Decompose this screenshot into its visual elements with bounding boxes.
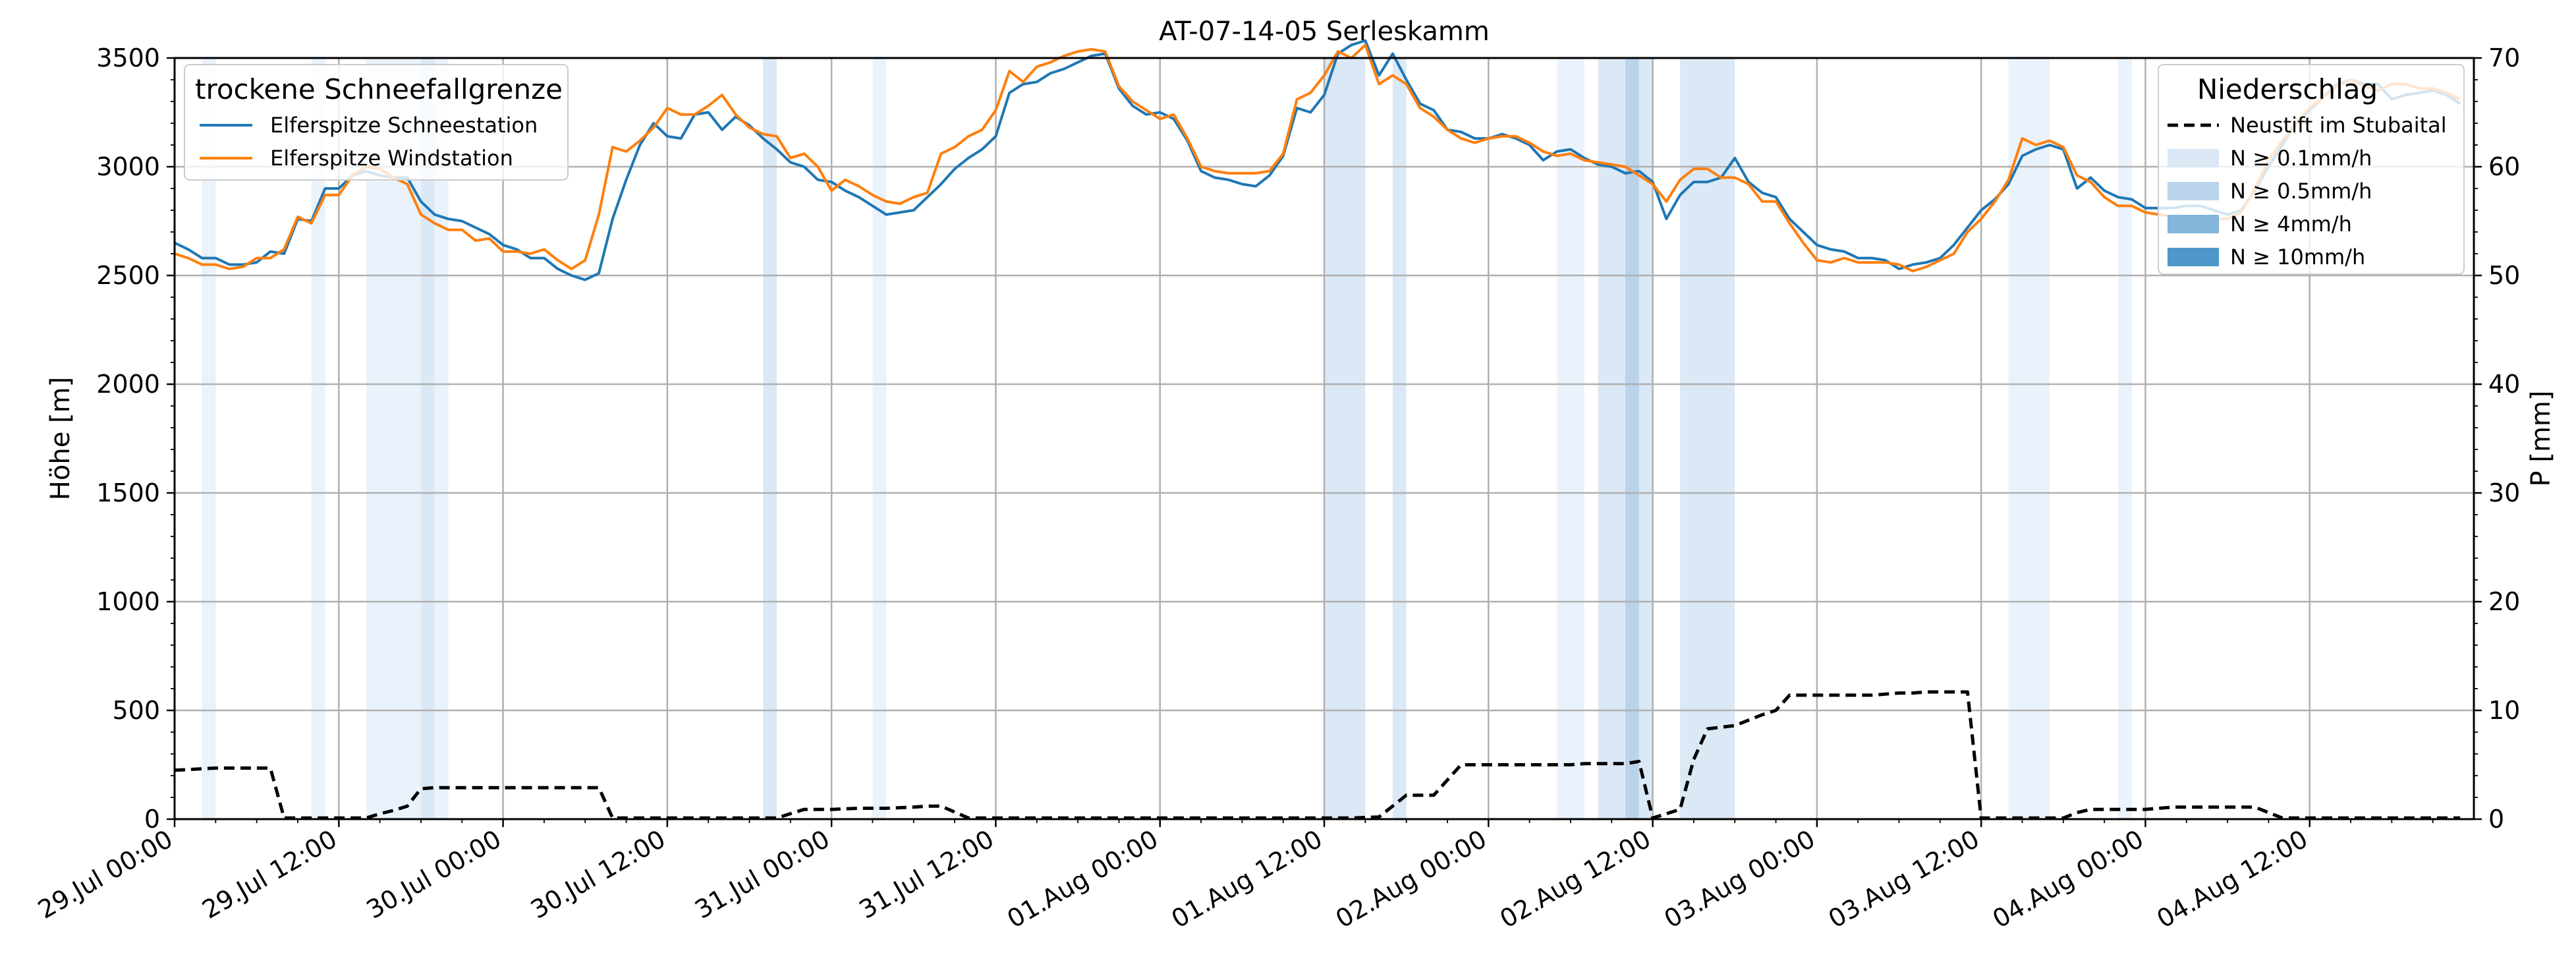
y-tick-label-right-2: 20 [2488,587,2520,616]
precip-band-7 [1324,58,1366,819]
legend-swatch-n01 [2168,149,2219,167]
legend-snowline-title: trockene Schneefallgrenze [195,73,563,105]
y-tick-label-left-3: 1500 [96,478,160,507]
legend-label-n10: N ≥ 10mm/h [2230,244,2365,270]
precip-band-12 [1638,58,1653,819]
y-tick-label-left-5: 2500 [96,261,160,290]
y-tick-label-left-7: 3500 [96,43,160,72]
y-tick-label-left-0: 0 [144,805,160,834]
legend-label-n4: N ≥ 4mm/h [2230,212,2352,237]
y-tick-label-right-4: 40 [2488,370,2520,399]
series-layer [174,39,2461,820]
precip-band-11 [1625,58,1639,819]
precip-band-6 [872,58,887,819]
legend-label-n01: N ≥ 0.1mm/h [2230,146,2372,171]
precip-band-5 [763,58,777,819]
y-tick-label-left-4: 2000 [96,370,160,399]
legend-precipitation: Niederschlag Neustift im Stubaital N ≥ 0… [2158,64,2465,275]
series-line-0 [174,39,2461,281]
y-tick-label-right-5: 50 [2488,261,2520,290]
legend-swatch-n05 [2168,182,2219,200]
precip-band-8 [1392,58,1407,819]
legend-label-n05: N ≥ 0.5mm/h [2230,179,2372,204]
precip-band-9 [1557,58,1584,819]
legend-precipitation-title: Niederschlag [2197,73,2378,105]
chart-title: AT-07-14-05 Serleskamm [1159,16,1490,47]
precip-band-14 [2008,58,2050,819]
y-tick-label-right-7: 70 [2488,43,2520,72]
y-tick-label-right-3: 30 [2488,478,2520,507]
precip-band-3 [420,58,435,819]
legend-swatch-n4 [2168,215,2219,233]
legend-snowline: trockene Schneefallgrenze Elferspitze Sc… [184,64,569,181]
legend-snowline-box [184,64,569,181]
y-tick-label-right-0: 0 [2488,805,2504,834]
y-tick-label-right-6: 60 [2488,152,2520,181]
precip-band-0 [202,58,216,819]
y-tick-label-right-1: 10 [2488,696,2520,725]
legend-label-schneestation: Elferspitze Schneestation [270,113,538,138]
precip-band-1 [311,58,325,819]
legend-precipitation-box [2158,64,2465,275]
precip-band-4 [434,58,449,819]
legend-label-windstation: Elferspitze Windstation [270,146,513,171]
y-tick-label-left-1: 500 [112,696,160,725]
y-tick-label-left-6: 3000 [96,152,160,181]
y-axis-title-left: Höhe [m] [45,377,76,500]
y-tick-label-left-2: 1000 [96,587,160,616]
legend-swatch-n10 [2168,248,2219,266]
series-line-1 [174,43,2461,273]
precip-band-15 [2117,58,2132,819]
legend-label-neustift: Neustift im Stubaital [2230,113,2447,138]
y-axis-title-right: P [mm] [2526,391,2556,487]
